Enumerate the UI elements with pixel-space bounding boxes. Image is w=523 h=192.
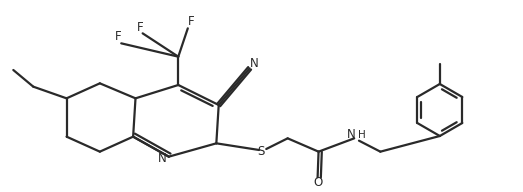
Text: F: F (188, 15, 195, 28)
Text: N: N (347, 128, 355, 142)
Text: O: O (313, 176, 322, 189)
Text: F: F (115, 30, 121, 43)
Text: H: H (358, 130, 366, 140)
Text: N: N (158, 152, 167, 165)
Text: F: F (137, 21, 144, 34)
Text: N: N (250, 57, 259, 70)
Text: S: S (257, 145, 264, 158)
